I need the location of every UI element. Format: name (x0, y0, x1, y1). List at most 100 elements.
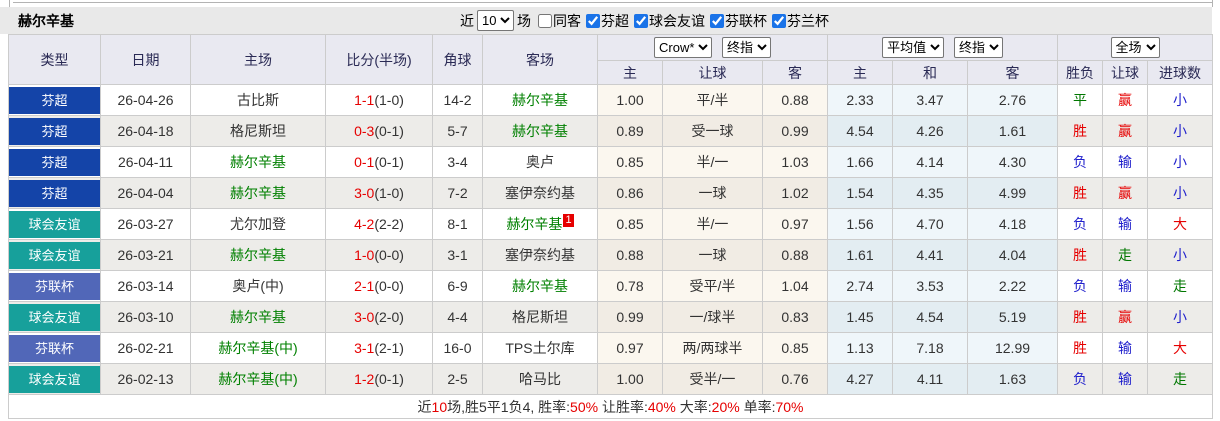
halftime-score: (2-0) (374, 309, 404, 325)
league-filter-label: 芬超 (601, 12, 629, 29)
avg-draw-cell: 3.47 (892, 84, 968, 116)
avg-home-cell: 1.56 (827, 208, 893, 240)
league-filter[interactable]: 球会友谊 (629, 11, 705, 31)
fulltime-score: 1-0 (354, 247, 375, 263)
avg-select-group: 平均值 终指 (826, 34, 1059, 61)
home-odds-cell: 0.85 (597, 208, 663, 240)
col-home-header: 主场 (190, 34, 326, 85)
league-filter-checkbox[interactable] (772, 13, 786, 28)
home-odds-cell: 0.99 (597, 301, 663, 333)
league-badge: 芬联杯 (9, 334, 100, 362)
summary-segment: 近 (417, 398, 432, 415)
away-team-name: 赫尔辛基 (512, 278, 568, 294)
table-row: 芬超 26-04-18 格尼斯坦 0-3(0-1) 5-7 赫尔辛基 0.89 受一球 0.99… (8, 115, 1214, 147)
result-cell: 负 (1057, 363, 1104, 395)
handicap-cell: 一球 (662, 177, 763, 209)
odds-time-select[interactable]: 终指 (721, 37, 771, 58)
league-filter-checkbox[interactable] (634, 13, 648, 28)
table-row: 芬联杯 26-03-14 奥卢(中) 2-1(0-0) 6-9 赫尔辛基 0.78 受平/半 1… (8, 270, 1214, 302)
league-filter-checkbox[interactable] (586, 13, 600, 28)
fulltime-score: 3-0 (354, 309, 375, 325)
league-badge: 球会友谊 (9, 303, 100, 331)
result-cell: 胜 (1057, 115, 1104, 147)
league-filter[interactable]: 芬联杯 (705, 11, 767, 31)
avg-home-cell: 4.54 (827, 115, 893, 147)
handicap-result-cell: 输 (1102, 332, 1149, 364)
recent-count-select[interactable]: 10 (477, 10, 514, 31)
league-filter-label: 芬兰杯 (787, 12, 829, 29)
league-filter[interactable]: 芬超 (581, 11, 629, 31)
home-team-cell: 赫尔辛基 (190, 177, 326, 209)
handicap-cell: 受一球 (662, 115, 763, 147)
type-cell: 芬超 (8, 177, 101, 209)
result-cell: 负 (1057, 208, 1104, 240)
goals-cell: 小 (1147, 301, 1214, 333)
away-team-cell: 格尼斯坦 (482, 301, 598, 333)
sub-avg-home-header: 主 (827, 60, 893, 85)
avg-time-select[interactable]: 终指 (953, 37, 1003, 58)
avg-home-cell: 1.66 (827, 146, 893, 178)
home-odds-cell: 0.86 (597, 177, 663, 209)
home-odds-cell: 1.00 (597, 84, 663, 116)
away-team-cell: 奥卢 (482, 146, 598, 178)
home-team-name: 赫尔辛基 (230, 247, 286, 263)
handicap-result-cell: 赢 (1102, 115, 1149, 147)
handicap-result-cell: 输 (1102, 363, 1149, 395)
avg-draw-cell: 7.18 (892, 332, 968, 364)
fulltime-score: 3-1 (354, 340, 375, 356)
date-cell: 26-03-27 (100, 208, 191, 240)
away-team-name: 格尼斯坦 (512, 309, 568, 325)
avg-away-cell: 1.63 (966, 363, 1059, 395)
games-label: 场 (517, 12, 531, 29)
table-row: 芬超 26-04-26 古比斯 1-1(1-0) 14-2 赫尔辛基 1.00 平/半 0.88… (8, 84, 1214, 116)
odds-company-select[interactable]: Crow* (654, 37, 713, 58)
home-team-cell: 赫尔辛基 (190, 301, 326, 333)
fulltime-score: 4-2 (354, 216, 375, 232)
handicap-result-cell: 赢 (1102, 177, 1149, 209)
date-cell: 26-04-26 (100, 84, 191, 116)
away-odds-cell: 1.02 (762, 177, 828, 209)
date-cell: 26-04-04 (100, 177, 191, 209)
goals-cell: 小 (1147, 177, 1214, 209)
goals-cell: 走 (1147, 363, 1214, 395)
corners-cell: 8-1 (432, 208, 483, 240)
away-team-name: TPS土尔库 (505, 340, 575, 356)
league-badge: 芬联杯 (9, 272, 100, 300)
home-team-cell: 尤尔加登 (190, 208, 326, 240)
team-title: 赫尔辛基 (18, 12, 74, 29)
score-cell: 3-1(2-1) (325, 332, 433, 364)
goals-cell: 大 (1147, 208, 1214, 240)
same-away-checkbox[interactable] (538, 13, 552, 28)
home-team-name: 赫尔辛基 (230, 154, 286, 170)
summary-segment: 场,胜5平1负4, 胜率: (447, 398, 571, 415)
avg-draw-cell: 4.54 (892, 301, 968, 333)
halftime-score: (0-0) (374, 278, 404, 294)
league-badge: 球会友谊 (9, 365, 100, 393)
halftime-score: (0-0) (374, 247, 404, 263)
league-filter-checkbox[interactable] (710, 13, 724, 28)
sub-handicap-result-header: 让球 (1102, 60, 1149, 85)
type-cell: 球会友谊 (8, 363, 101, 395)
avg-away-cell: 5.19 (966, 301, 1059, 333)
top-divider (0, 0, 1220, 7)
away-team-name: 哈马比 (519, 371, 561, 387)
halftime-score: (0-1) (374, 154, 404, 170)
score-cell: 1-0(0-0) (325, 239, 433, 271)
handicap-result-cell: 走 (1102, 239, 1149, 271)
match-history-table: 类型 日期 主场 比分(半场) 角球 客场 Crow* 终指 平均值 终指 全场 (7, 34, 1214, 419)
red-card-flag: 1 (563, 214, 574, 227)
avg-home-cell: 4.27 (827, 363, 893, 395)
avg-odds-select[interactable]: 平均值 (882, 37, 945, 58)
date-cell: 26-02-21 (100, 332, 191, 364)
league-filter[interactable]: 芬兰杯 (767, 11, 829, 31)
score-cell: 0-3(0-1) (325, 115, 433, 147)
away-odds-cell: 0.85 (762, 332, 828, 364)
away-team-cell: 塞伊奈约基 (482, 177, 598, 209)
same-away-filter[interactable]: 同客 (531, 11, 581, 31)
fulltime-score: 0-3 (354, 123, 375, 139)
away-odds-cell: 1.04 (762, 270, 828, 302)
home-team-cell: 赫尔辛基(中) (190, 363, 326, 395)
score-cell: 1-1(1-0) (325, 84, 433, 116)
away-team-name: 奥卢 (526, 154, 554, 170)
scope-select[interactable]: 全场 (1110, 37, 1160, 58)
